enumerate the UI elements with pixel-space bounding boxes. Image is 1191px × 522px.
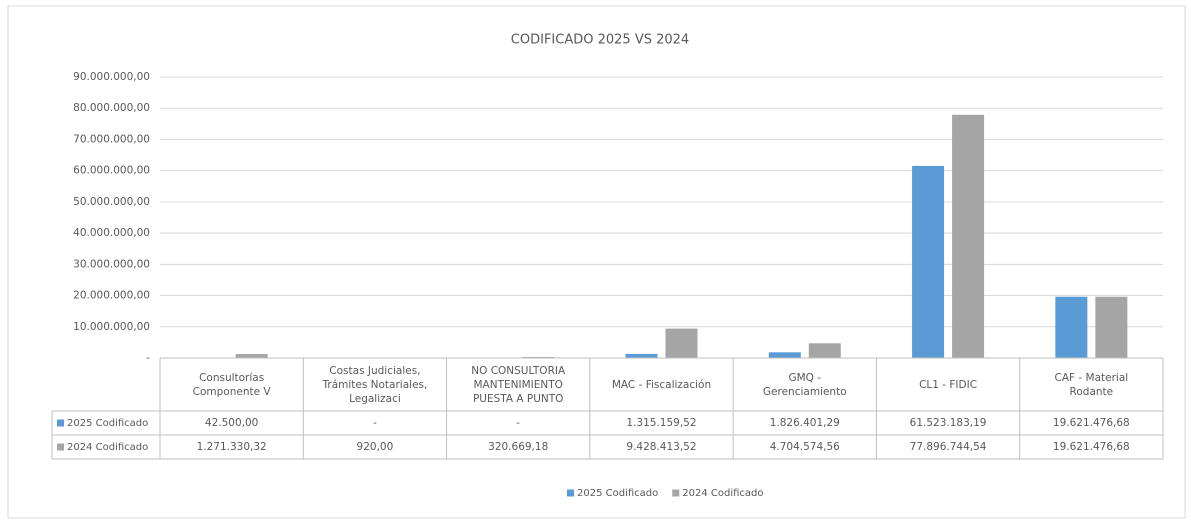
- category-label: Costas Judiciales, Trámites Notariales, …: [322, 364, 428, 405]
- bar: [625, 353, 658, 358]
- bar: [768, 352, 801, 358]
- table-value: 9.428.413,52: [626, 441, 697, 453]
- legend-label: 2025 Codificado: [577, 488, 658, 499]
- category-label: CL1 - FIDIC: [919, 378, 978, 391]
- bar: [665, 328, 698, 358]
- legend-swatch: [672, 489, 680, 497]
- y-tick-label: 80.000.000,00: [73, 102, 150, 114]
- y-tick-label: 20.000.000,00: [73, 290, 150, 302]
- legend-swatch: [57, 443, 64, 451]
- bar: [1095, 296, 1128, 358]
- category-label: CAF - Material Rodante: [1054, 371, 1129, 398]
- table-value: 1.271.330,32: [196, 441, 267, 453]
- y-tick-label: 40.000.000,00: [73, 227, 150, 239]
- bar: [522, 356, 555, 358]
- table-value: -: [516, 417, 521, 429]
- chart-border: [7, 5, 1186, 519]
- y-tick-label: 10.000.000,00: [73, 321, 150, 333]
- table-value: 19.621.476,68: [1052, 417, 1130, 429]
- chart-title: CODIFICADO 2025 VS 2024: [511, 33, 689, 48]
- table-value: 77.896.744,54: [909, 441, 987, 453]
- bar: [235, 354, 268, 358]
- table-value: 19.621.476,68: [1052, 441, 1130, 453]
- table-value: 1.826.401,29: [769, 417, 840, 429]
- row-header: 2025 Codificado: [67, 418, 148, 429]
- y-tick-label: 70.000.000,00: [73, 133, 150, 145]
- table-value: -: [373, 417, 377, 429]
- bar: [912, 165, 945, 358]
- legend-swatch: [57, 419, 64, 427]
- bar: [952, 114, 985, 358]
- y-tick-label: -: [146, 352, 150, 364]
- bar: [1055, 296, 1088, 358]
- category-label: Consultorías Componente V: [192, 371, 271, 398]
- table-value: 320.669,18: [488, 441, 549, 453]
- category-label: MAC - Fiscalización: [611, 378, 712, 391]
- legend-label: 2024 Codificado: [682, 488, 763, 499]
- table-value: 42.500,00: [204, 417, 259, 429]
- bar: [808, 343, 841, 358]
- y-tick-label: 90.000.000,00: [73, 71, 150, 83]
- row-header: 2024 Codificado: [67, 442, 148, 453]
- category-label: GMQ - Gerenciamiento: [762, 371, 847, 398]
- table-value: 1.315.159,52: [626, 417, 697, 429]
- y-tick-label: 60.000.000,00: [73, 165, 150, 177]
- table-value: 920,00: [356, 441, 394, 453]
- table-value: 61.523.183,19: [909, 417, 987, 429]
- category-label: NO CONSULTORIA MANTENIMIENTO PUESTA A PU…: [471, 364, 566, 405]
- y-tick-label: 30.000.000,00: [73, 258, 150, 270]
- legend-swatch: [567, 489, 574, 497]
- table-value: 4.704.574,56: [769, 441, 840, 453]
- y-tick-label: 50.000.000,00: [73, 196, 150, 208]
